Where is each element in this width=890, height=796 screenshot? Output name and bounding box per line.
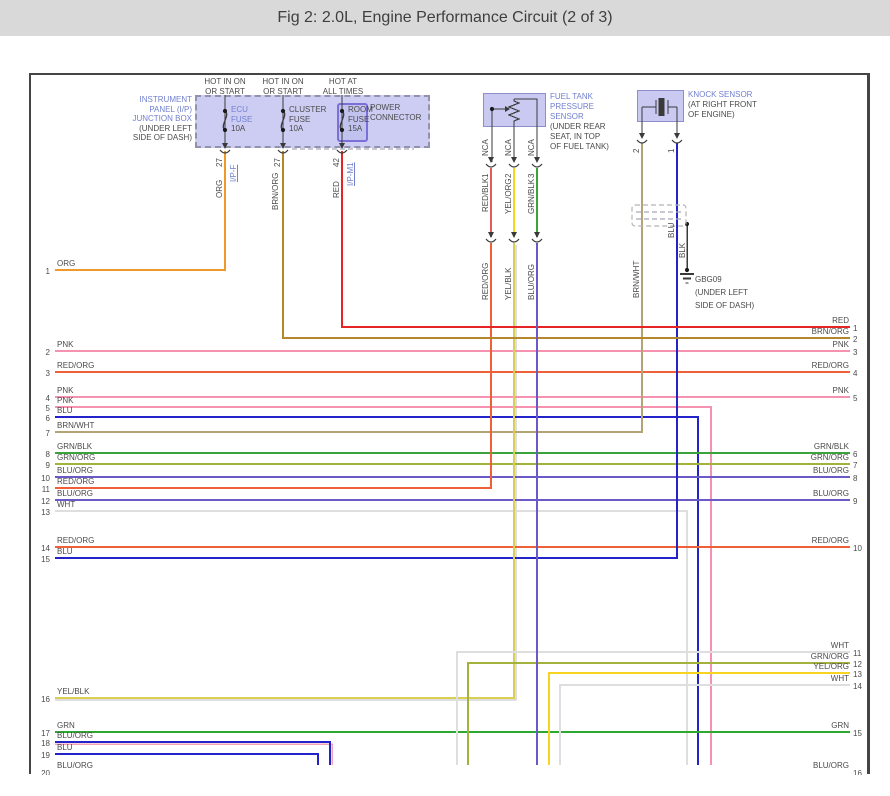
wire-pnkstripe [55, 743, 333, 765]
connector-arrow-icon [339, 143, 345, 149]
wire-grnorg [467, 662, 850, 765]
connector-socket-icon [531, 238, 543, 243]
junction-dot [339, 127, 345, 133]
junction-dot [222, 127, 228, 133]
junction-dot [339, 108, 345, 114]
connector-arrow-icon [280, 143, 286, 149]
connector-arrow-icon [674, 133, 680, 139]
wire-wht [456, 651, 850, 765]
wire-blu [55, 143, 678, 559]
wire-yelorg [548, 672, 850, 765]
wire-wht [559, 684, 850, 765]
diagram-border [29, 73, 870, 774]
wire-brnwht [55, 143, 643, 433]
connector-socket-icon [336, 149, 348, 154]
connector-arrow-icon [534, 232, 540, 238]
junction-dot [280, 127, 286, 133]
connector-socket-icon [485, 163, 497, 168]
diagram-area: INSTRUMENT PANEL (I/P) JUNCTION BOX (UNDER … [29, 73, 870, 775]
title-bar: Fig 2: 2.0L, Engine Performance Circuit … [0, 0, 890, 36]
page-title: Fig 2: 2.0L, Engine Performance Circuit … [277, 9, 613, 26]
junction-dot [280, 108, 286, 114]
wire-yelblk [55, 243, 515, 699]
connector-socket-icon [219, 149, 231, 154]
wire-red [341, 151, 850, 328]
connector-arrow-icon [639, 133, 645, 139]
junction-dot [222, 108, 228, 114]
wire-blu [55, 741, 331, 765]
wire-blk [507, 99, 521, 124]
junction-dot [489, 106, 495, 112]
connector-arrow-icon [511, 232, 517, 238]
wire-pnk [55, 406, 712, 765]
wire-redorg [55, 243, 492, 489]
connector-arrow-icon [222, 143, 228, 149]
junction-box [195, 95, 430, 148]
connector-arrow-icon [488, 232, 494, 238]
wire-wht [55, 510, 688, 765]
connector-socket-icon [636, 139, 648, 144]
connector-socket-icon [485, 238, 497, 243]
shield-icon [631, 204, 687, 227]
connector-socket-icon [671, 139, 683, 144]
wire-blk [514, 98, 538, 162]
wire-blu [55, 753, 319, 765]
connector-arrow-icon [534, 157, 540, 163]
wiper-arrow-icon [505, 106, 510, 112]
connector-socket-icon [508, 163, 520, 168]
wiring-diagram-canvas [55, 95, 850, 765]
connector-socket-icon [277, 149, 289, 154]
wire-blu [55, 416, 699, 765]
connector-arrow-icon [511, 157, 517, 163]
connector-socket-icon [531, 163, 543, 168]
wire-org [55, 151, 226, 271]
junction-dot [684, 267, 690, 273]
connector-arrow-icon [488, 157, 494, 163]
connector-socket-icon [508, 238, 520, 243]
wire-brnorg [282, 151, 850, 339]
wire-graystripe [55, 245, 517, 701]
